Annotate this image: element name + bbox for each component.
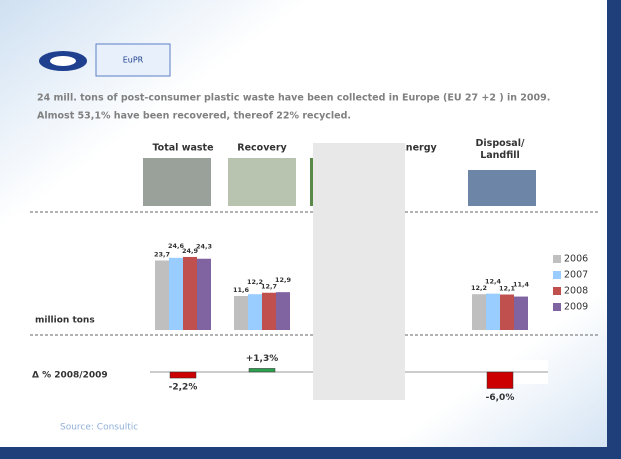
y-axis-label: million tons bbox=[35, 316, 95, 326]
value-label: -6,0% bbox=[486, 393, 515, 403]
category-label: Disposal/Landfill bbox=[476, 138, 525, 161]
headline: 24 mill. tons of post-consumer plastic w… bbox=[37, 93, 550, 104]
legend-label: 2009 bbox=[564, 302, 588, 313]
bar bbox=[197, 258, 211, 330]
value-label: 11,4 bbox=[513, 281, 530, 289]
value-label: 12,9 bbox=[275, 276, 292, 284]
value-label: 12,7 bbox=[261, 283, 277, 291]
legend-label: 2008 bbox=[564, 286, 588, 297]
value-label: +1,3% bbox=[246, 354, 279, 364]
delta-bar bbox=[486, 371, 514, 389]
bar bbox=[169, 257, 183, 330]
overlay bbox=[313, 143, 405, 400]
value-label: 12,1 bbox=[499, 285, 516, 293]
value-label: 24,6 bbox=[168, 242, 185, 250]
value-label: 24,3 bbox=[196, 243, 212, 251]
bar bbox=[500, 294, 514, 330]
logo-text: EuPR bbox=[123, 56, 144, 65]
headline: Almost 53,1% have been recovered, thereo… bbox=[37, 111, 351, 122]
category-label: Energy bbox=[399, 143, 437, 154]
value-label: 12,2 bbox=[471, 284, 487, 292]
bar bbox=[183, 256, 197, 330]
delta-bar bbox=[248, 368, 276, 373]
bar bbox=[155, 260, 169, 330]
photo bbox=[143, 158, 211, 206]
photo bbox=[468, 170, 536, 206]
category-label: Recovery bbox=[237, 143, 287, 154]
bar bbox=[234, 295, 248, 330]
bar bbox=[486, 293, 500, 330]
value-label: 11,6 bbox=[233, 286, 250, 294]
value-label: 23,7 bbox=[154, 250, 170, 258]
bar bbox=[248, 294, 262, 330]
category-label: Total waste bbox=[152, 143, 213, 154]
bar bbox=[472, 294, 486, 330]
value-label: 12,2 bbox=[247, 278, 263, 286]
legend-label: 2007 bbox=[564, 270, 588, 281]
bar bbox=[514, 296, 528, 330]
logo-cedo-inner bbox=[50, 56, 76, 66]
legend-swatch bbox=[553, 271, 561, 279]
photo bbox=[228, 158, 296, 206]
frame-bottom bbox=[0, 447, 621, 459]
value-label: 12,4 bbox=[485, 278, 502, 286]
frame-right bbox=[607, 0, 621, 459]
bar bbox=[262, 292, 276, 330]
delta-bar bbox=[169, 371, 197, 379]
bar bbox=[276, 292, 290, 330]
value-label: 24,9 bbox=[182, 247, 199, 255]
legend-swatch bbox=[553, 287, 561, 295]
logo-eupr bbox=[95, 43, 171, 77]
legend-swatch bbox=[553, 303, 561, 311]
source: Source: Consultic bbox=[60, 423, 138, 433]
value-label: -2,2% bbox=[169, 383, 198, 393]
page-number: 24 bbox=[70, 436, 86, 449]
y-axis-label: Δ % 2008/2009 bbox=[32, 371, 108, 381]
legend-label: 2006 bbox=[564, 254, 588, 265]
legend-swatch bbox=[553, 255, 561, 263]
